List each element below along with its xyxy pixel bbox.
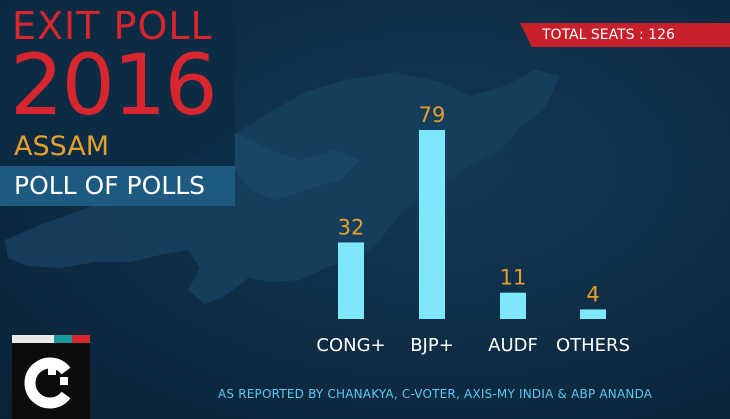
data-label-others: 4 bbox=[586, 282, 599, 306]
source-note: AS REPORTED BY CHANAKYA, C-VOTER, AXIS-M… bbox=[218, 387, 653, 401]
logo-strip-white bbox=[12, 335, 54, 343]
year-heading: 2016 bbox=[10, 36, 218, 134]
data-label-audf: 11 bbox=[500, 266, 527, 290]
total-seats-badge: TOTAL SEATS : 126 bbox=[520, 23, 730, 47]
logo-strip-red bbox=[72, 335, 90, 343]
category-label-bjp: BJP+ bbox=[410, 335, 454, 356]
bar-bjp bbox=[419, 130, 445, 319]
bar-audf bbox=[500, 292, 526, 319]
bar-others bbox=[580, 309, 606, 319]
subtitle-bar: POLL OF POLLS bbox=[0, 166, 235, 206]
exit-poll-heading: EXIT POLL bbox=[12, 4, 213, 48]
bar-cong bbox=[338, 242, 364, 319]
data-label-cong: 32 bbox=[338, 215, 365, 239]
title-panel: EXIT POLL 2016 ASSAM POLL OF POLLS bbox=[0, 0, 235, 206]
total-seats-label: TOTAL SEATS : 126 bbox=[542, 27, 675, 43]
state-label: ASSAM bbox=[14, 131, 110, 162]
category-label-cong: CONG+ bbox=[316, 335, 385, 356]
subtitle-label: POLL OF POLLS bbox=[14, 171, 206, 200]
category-label-others: OTHERS bbox=[556, 335, 630, 356]
c-letter-icon bbox=[24, 357, 71, 409]
logo-strip-teal bbox=[54, 335, 72, 343]
category-label-audf: AUDF bbox=[488, 335, 538, 356]
data-label-bjp: 79 bbox=[419, 103, 446, 127]
c-logo-icon bbox=[12, 335, 90, 419]
